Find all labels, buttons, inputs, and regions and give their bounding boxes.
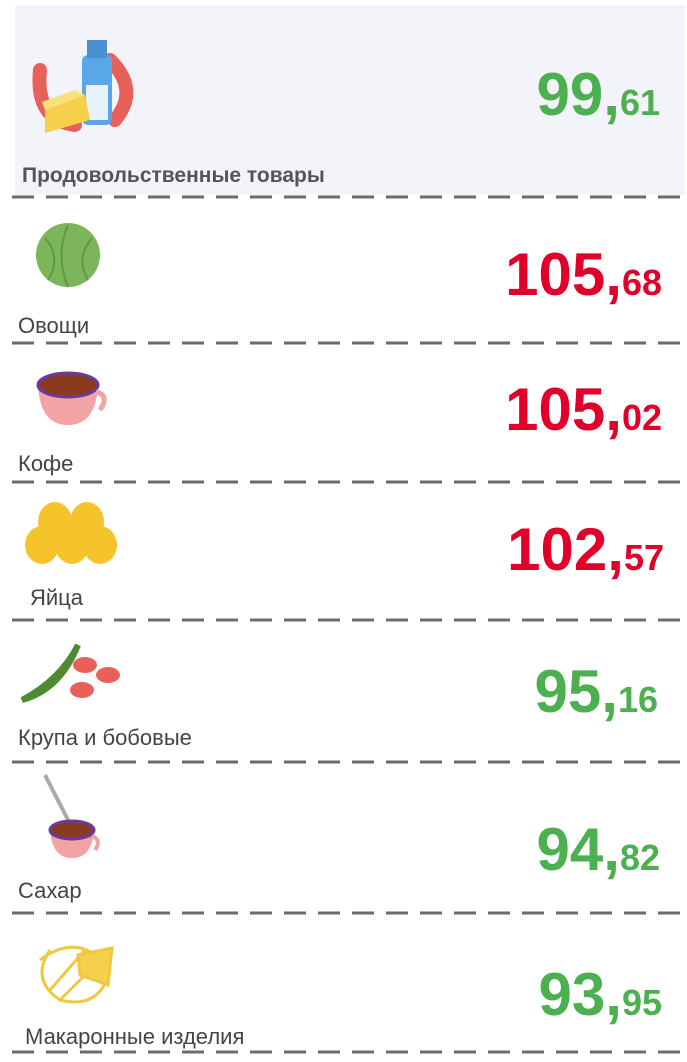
item-label: Макаронные изделия: [25, 1024, 244, 1049]
item-value: 94,82: [537, 816, 660, 883]
value-decimal: 82: [620, 837, 660, 878]
value-main: 105,: [505, 376, 622, 443]
item-label: Кофе: [18, 451, 73, 476]
item-label: Продовольственные товары: [22, 164, 325, 187]
icon-sugar: [43, 774, 100, 858]
item-label: Сахар: [18, 878, 82, 903]
item-value: 93,95: [539, 961, 662, 1028]
item-value: 95,16: [535, 658, 658, 725]
value-decimal: 61: [620, 82, 660, 123]
icon-pasta: [39, 945, 114, 1004]
value-main: 99,: [537, 61, 620, 128]
value-main: 94,: [537, 816, 620, 883]
item-value: 105,68: [505, 241, 662, 308]
value-main: 102,: [507, 516, 624, 583]
item-value: 105,02: [505, 376, 662, 443]
value-main: 95,: [535, 658, 618, 725]
value-decimal: 68: [622, 262, 662, 303]
item-value: 102,57: [507, 516, 664, 583]
icon-groceries: [32, 40, 134, 133]
icon-beans: [20, 643, 120, 703]
value-main: 93,: [539, 961, 622, 1028]
item-label: Крупа и бобовые: [18, 725, 192, 750]
value-decimal: 16: [618, 679, 658, 720]
icon-coffee: [36, 371, 107, 425]
icon-eggs: [25, 502, 117, 564]
value-decimal: 95: [622, 982, 662, 1023]
icon-cabbage: [36, 223, 100, 288]
item-label: Яйца: [30, 585, 84, 610]
item-value: 99,61: [537, 61, 660, 128]
item-label: Овощи: [18, 313, 89, 338]
value-decimal: 57: [624, 537, 664, 578]
value-decimal: 02: [622, 397, 662, 438]
value-main: 105,: [505, 241, 622, 308]
